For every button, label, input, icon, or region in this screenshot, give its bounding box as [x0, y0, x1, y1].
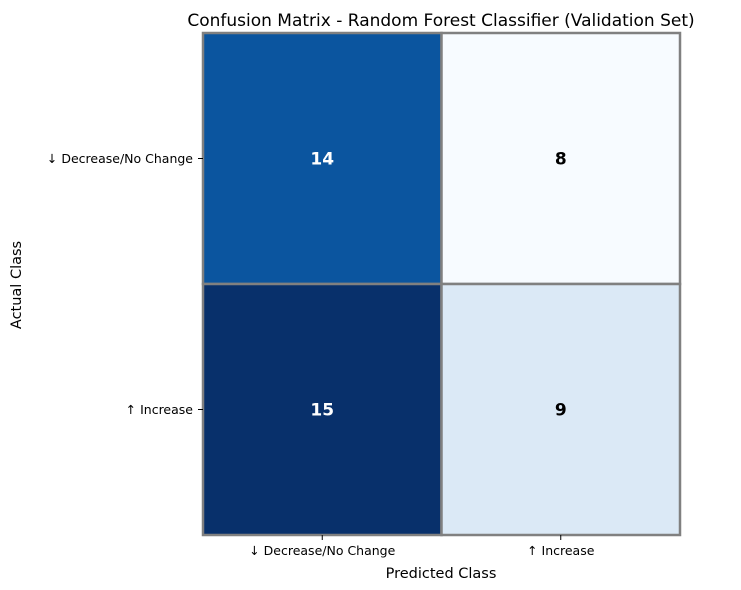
heatmap-cells: 14 8 15 9	[201, 31, 682, 537]
heatmap-cell-0-1	[440, 31, 682, 286]
heatmap-cell-1-1	[440, 282, 682, 537]
y-tick-label: ↓ Decrease/No Change	[47, 151, 193, 166]
x-tick-label: ↓ Decrease/No Change	[249, 543, 395, 558]
chart-title: Confusion Matrix - Random Forest Classif…	[187, 11, 694, 31]
x-tick-label: ↑ Increase	[527, 543, 595, 558]
x-axis-label: Predicted Class	[386, 566, 497, 582]
y-axis-label: Actual Class	[9, 241, 25, 329]
heatmap-cell-1-0	[201, 282, 443, 537]
heatmap-cell-0-0	[201, 31, 443, 286]
y-axis-ticks: ↓ Decrease/No Change ↑ Increase	[47, 151, 203, 417]
cell-value-label: 9	[555, 401, 567, 421]
cell-value-label: 8	[555, 150, 567, 170]
cell-value-label: 14	[310, 150, 334, 170]
x-axis-ticks: ↓ Decrease/No Change ↑ Increase	[249, 535, 595, 558]
y-tick-label: ↑ Increase	[126, 402, 194, 417]
cell-value-label: 15	[310, 401, 334, 421]
